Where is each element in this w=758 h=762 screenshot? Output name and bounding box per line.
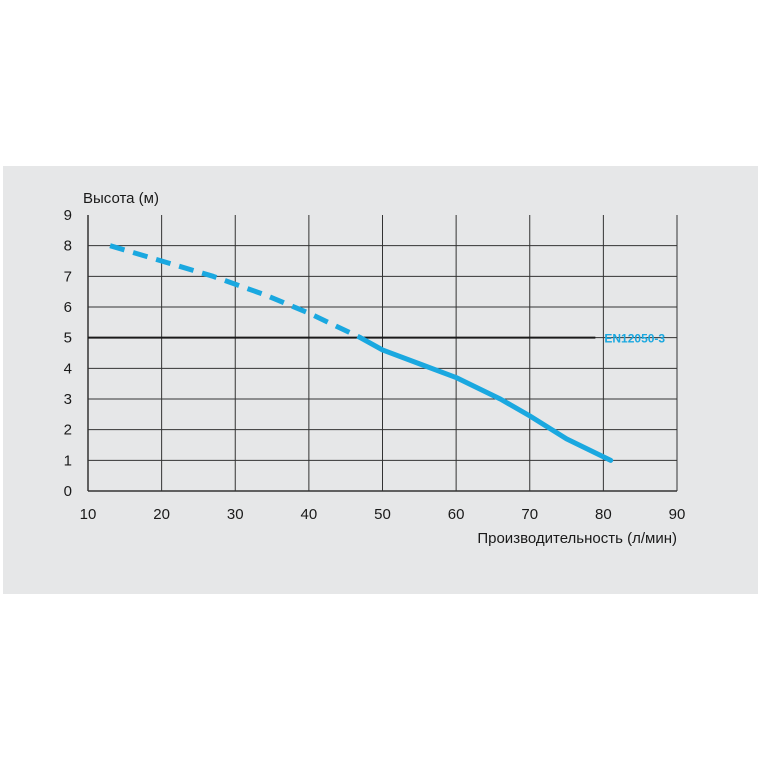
x-tick-label-50: 50 xyxy=(374,506,391,523)
y-tick-label-8: 8 xyxy=(64,238,72,255)
y-tick-label-1: 1 xyxy=(64,452,72,469)
y-tick-label-7: 7 xyxy=(64,268,72,285)
y-tick-label-9: 9 xyxy=(64,207,72,224)
reference-line-label: EN12050-3 xyxy=(604,332,665,346)
y-tick-labels: 0 1 2 3 4 5 6 7 8 9 xyxy=(64,207,72,500)
series-solid-line xyxy=(357,335,614,463)
x-tick-labels: 10 20 30 40 50 60 70 80 90 xyxy=(80,506,686,523)
y-tick-label-6: 6 xyxy=(64,299,72,316)
y-tick-label-3: 3 xyxy=(64,391,72,408)
x-tick-label-70: 70 xyxy=(521,506,538,523)
x-tick-label-90: 90 xyxy=(669,506,686,523)
grid xyxy=(87,215,678,492)
y-tick-label-2: 2 xyxy=(64,422,72,439)
series-dashed-line xyxy=(109,243,362,340)
x-tick-label-40: 40 xyxy=(301,506,318,523)
y-tick-label-4: 4 xyxy=(64,360,72,377)
x-tick-label-10: 10 xyxy=(80,506,97,523)
x-tick-label-20: 20 xyxy=(153,506,170,523)
x-tick-label-30: 30 xyxy=(227,506,244,523)
chart-panel: 0 1 2 3 4 5 6 7 8 9 10 20 30 40 50 60 70 80 90 Высота (м)… xyxy=(3,166,758,594)
pump-curve-chart: 0 1 2 3 4 5 6 7 8 9 10 20 30 40 50 60 70 80 90 Высота (м)… xyxy=(64,190,686,547)
x-tick-label-80: 80 xyxy=(595,506,612,523)
y-tick-label-0: 0 xyxy=(64,483,72,500)
x-axis-title: Производительность (л/мин) xyxy=(477,530,677,547)
series-group xyxy=(109,243,614,463)
y-tick-label-5: 5 xyxy=(64,330,72,347)
x-tick-label-60: 60 xyxy=(448,506,465,523)
y-axis-title: Высота (м) xyxy=(83,190,159,207)
